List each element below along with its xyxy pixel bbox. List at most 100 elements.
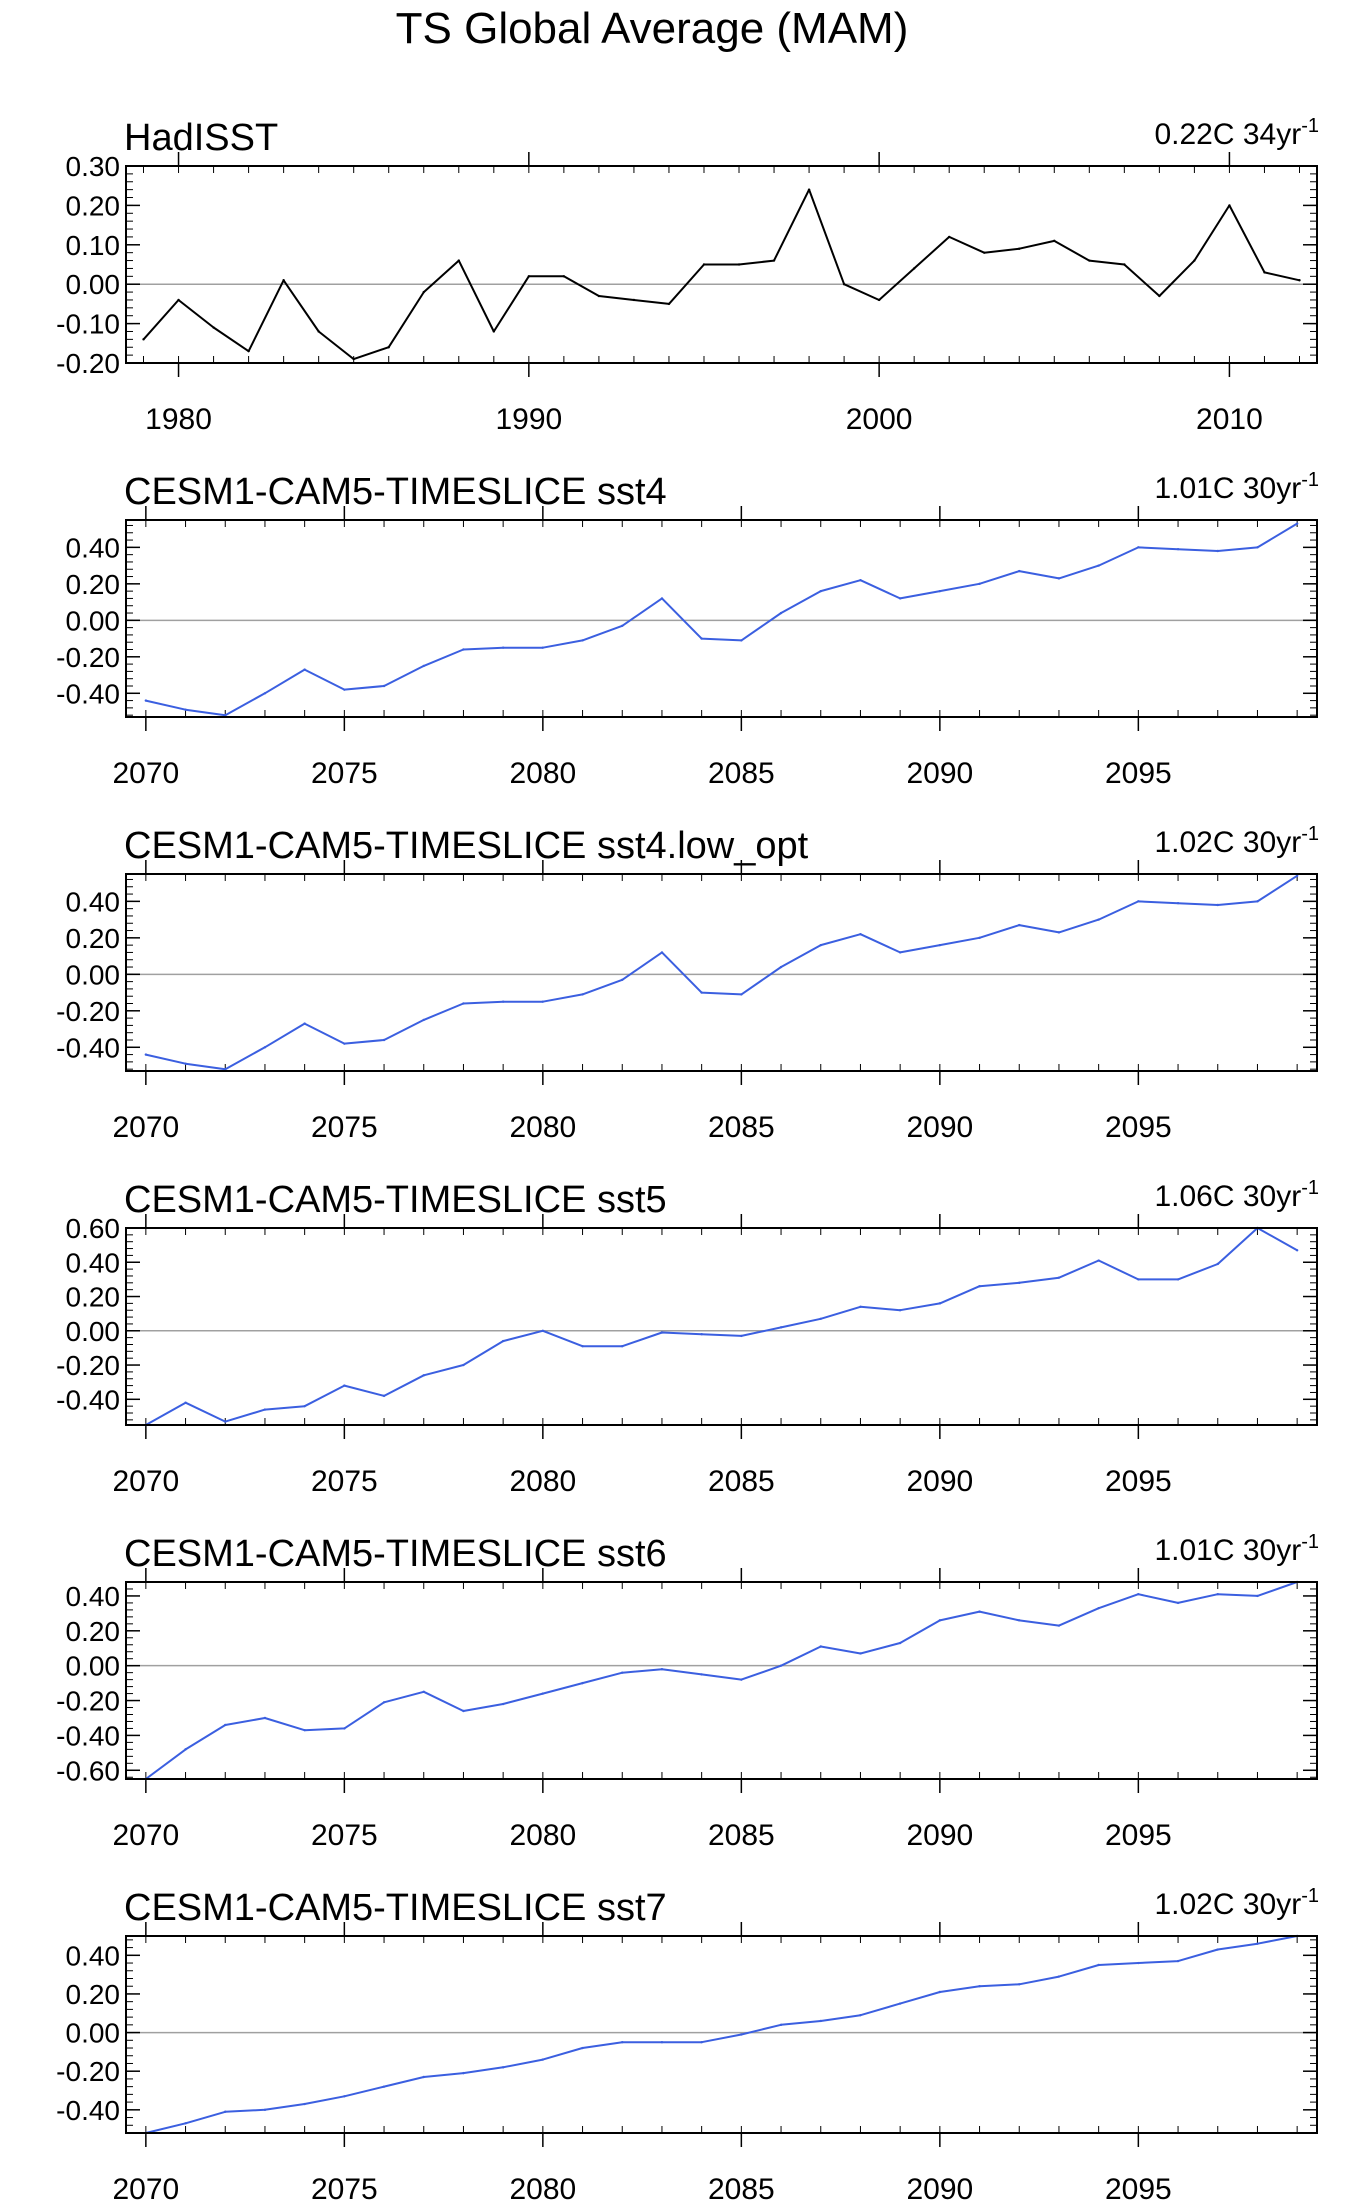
data-point <box>621 1671 624 1674</box>
data-point <box>740 639 743 642</box>
data-point <box>898 951 902 954</box>
data-point <box>660 1331 664 1334</box>
data-point <box>382 2085 386 2088</box>
figure-title: TS Global Average (MAM) <box>396 4 909 53</box>
y-tick-label: -0.40 <box>56 678 120 709</box>
x-tick-label: 2000 <box>846 403 913 436</box>
data-point <box>807 188 811 191</box>
panel-1: HadISST 0.22C 34yr-1 -0.20 -0.10 0.00 0.10 0.2… <box>56 115 1319 436</box>
series-line <box>145 1227 1298 1426</box>
x-tick-label: 2070 <box>112 1465 179 1498</box>
data-point <box>501 2066 505 2069</box>
trend-annotation-value: 1.06C 30yr <box>1154 1180 1301 1213</box>
data-point <box>1097 918 1100 921</box>
data-point <box>1193 259 1196 262</box>
x-tick-label: 2090 <box>906 1819 973 1852</box>
x-tick-label: 2075 <box>311 1465 378 1498</box>
data-point <box>422 1690 425 1694</box>
y-tick-label: 0.40 <box>66 532 121 563</box>
data-point <box>1176 1278 1180 1281</box>
data-point <box>983 251 986 254</box>
data-point <box>1295 522 1299 525</box>
data-point <box>343 1727 346 1730</box>
data-point <box>1018 247 1021 250</box>
y-tick-label: 0.00 <box>66 1316 121 1347</box>
data-point <box>819 589 822 593</box>
y-tick-label: -0.20 <box>56 1350 120 1381</box>
data-point <box>501 1000 505 1003</box>
data-point <box>938 943 942 947</box>
trend-annotation-value: 1.02C 30yr <box>1154 826 1301 859</box>
data-point <box>1018 1619 1021 1622</box>
data-point <box>422 1374 425 1377</box>
data-point <box>527 275 531 278</box>
trend-annotation-exponent: -1 <box>1301 1885 1319 1907</box>
data-point <box>224 1723 227 1727</box>
x-tick-label: 2080 <box>509 1465 576 1498</box>
data-point <box>282 279 285 282</box>
plot-frame <box>125 1581 1318 1780</box>
panel-4: CESM1-CAM5-TIMESLICE sst5 1.06C 30yr-1 -0.… <box>56 1177 1319 1498</box>
data-point <box>343 1384 346 1387</box>
y-tick-label: 0.00 <box>66 269 121 300</box>
y-tick-label: -0.20 <box>56 642 120 673</box>
data-point <box>462 648 465 651</box>
data-point <box>700 991 703 994</box>
data-point <box>1256 1942 1259 1945</box>
data-point <box>1256 546 1259 549</box>
x-tick-label: 1980 <box>145 403 212 436</box>
data-point <box>859 2013 862 2017</box>
x-tick-label: 2090 <box>906 2173 973 2206</box>
data-point <box>541 2058 545 2061</box>
data-point <box>978 1985 981 1988</box>
data-point <box>212 326 215 329</box>
data-point <box>501 1702 505 1706</box>
panel-3: CESM1-CAM5-TIMESLICE sst4.low_opt 1.02C 3… <box>56 823 1319 1144</box>
data-point <box>898 597 902 600</box>
data-point <box>859 932 862 936</box>
panel-title: CESM1-CAM5-TIMESLICE sst5 <box>124 1179 667 1221</box>
trend-annotation-value: 1.01C 30yr <box>1154 472 1301 505</box>
data-point <box>303 1728 306 1732</box>
data-point <box>912 267 916 270</box>
data-point <box>1097 1259 1100 1262</box>
data-point <box>303 1022 306 1025</box>
y-tick-label: 0.20 <box>66 190 121 221</box>
y-tick-label: -0.20 <box>56 2056 120 2087</box>
plot-frame <box>125 873 1318 1072</box>
data-point <box>1057 1276 1061 1279</box>
x-tick-label: 2095 <box>1105 1111 1172 1144</box>
x-tick-label: 1990 <box>495 403 562 436</box>
data-point <box>938 1619 942 1622</box>
data-point <box>938 589 942 593</box>
panel-title: CESM1-CAM5-TIMESLICE sst6 <box>124 1533 667 1575</box>
data-point <box>422 290 425 294</box>
data-point <box>462 2071 465 2075</box>
y-tick-label: 0.40 <box>66 886 121 917</box>
data-point <box>263 2108 267 2112</box>
panel-title: CESM1-CAM5-TIMESLICE sst4 <box>124 471 667 513</box>
data-point <box>740 1334 743 1338</box>
data-point <box>1263 271 1266 274</box>
series-line <box>145 1581 1298 1780</box>
data-point <box>938 1302 942 1305</box>
data-point <box>1018 1281 1021 1285</box>
panel-2: CESM1-CAM5-TIMESLICE sst4 1.01C 30yr-1 -0.… <box>56 469 1319 790</box>
data-point <box>462 1363 465 1367</box>
x-tick-label: 2080 <box>509 2173 576 2206</box>
panel-title: CESM1-CAM5-TIMESLICE sst4.low_opt <box>124 825 809 867</box>
data-point <box>422 1018 425 1022</box>
data-point <box>978 1610 981 1613</box>
data-point <box>1137 546 1140 549</box>
trend-annotation: 1.02C 30yr-1 <box>1154 1885 1319 1921</box>
data-point <box>1097 1606 1100 1610</box>
y-tick-label: 0.00 <box>66 605 121 636</box>
plot-frame <box>125 165 1318 364</box>
data-point <box>621 978 624 981</box>
data-point <box>144 1053 148 1056</box>
x-tick-label: 2010 <box>1196 403 1263 436</box>
data-point <box>581 2046 584 2050</box>
trend-annotation: 1.01C 30yr-1 <box>1154 1531 1319 1567</box>
data-point <box>1057 931 1061 934</box>
